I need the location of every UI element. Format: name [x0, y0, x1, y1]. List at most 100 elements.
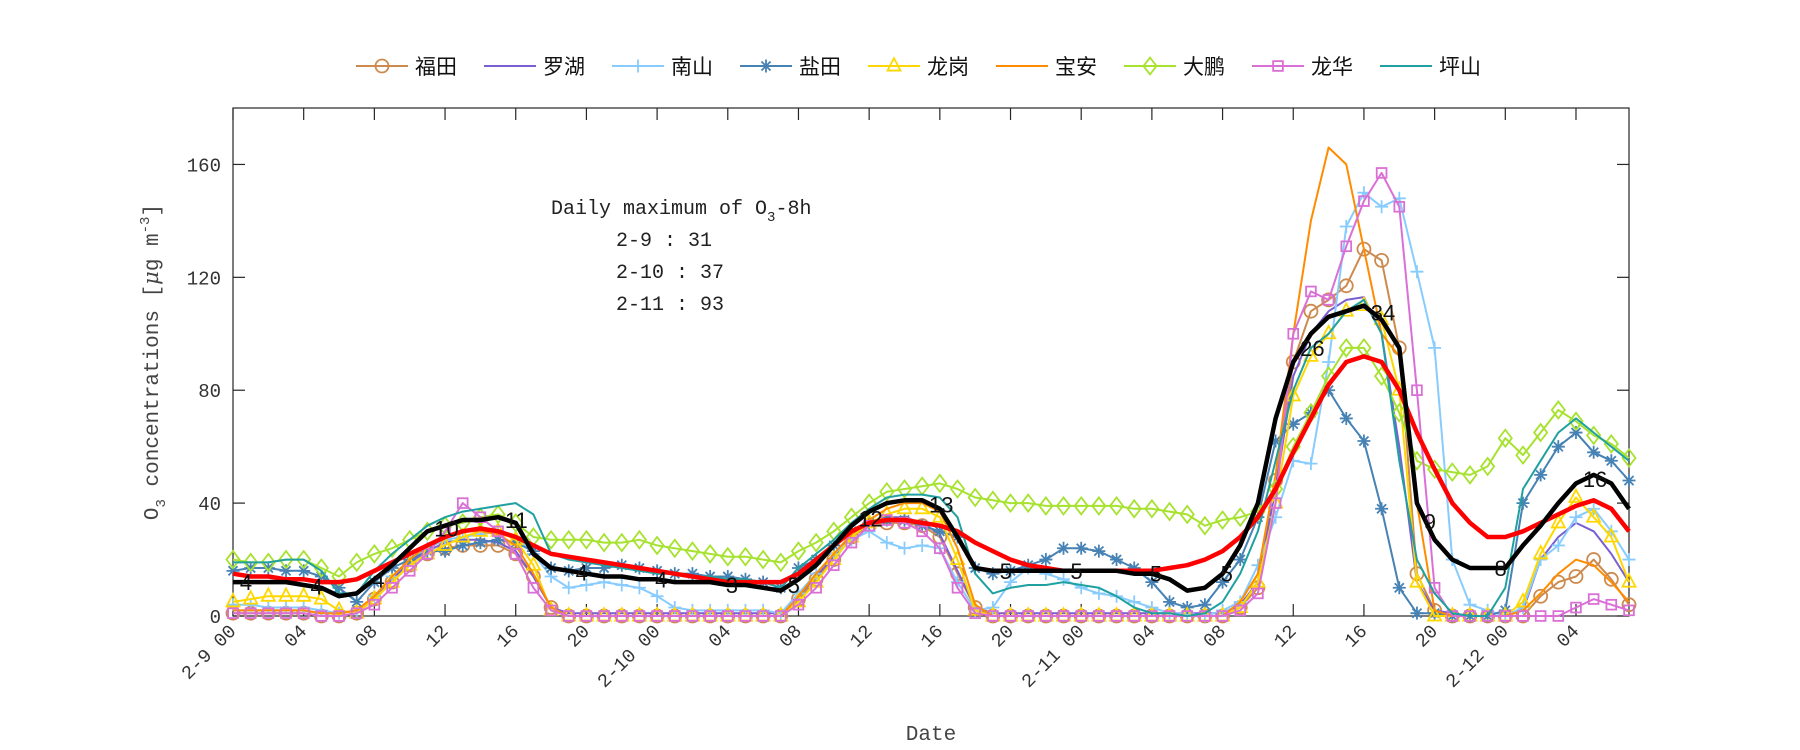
data-point	[1108, 496, 1125, 516]
data-point	[279, 564, 293, 578]
data-point	[242, 589, 259, 605]
data-point	[374, 58, 390, 74]
data-point	[1551, 538, 1565, 552]
legend-item[interactable]: 龙华	[1252, 55, 1353, 79]
x-tick-label: 16	[916, 621, 948, 653]
data-point	[368, 598, 381, 611]
data-point	[684, 541, 701, 562]
data-point	[1093, 610, 1105, 622]
data-point	[1126, 498, 1142, 519]
data-point	[579, 561, 593, 575]
data-point	[331, 566, 347, 587]
data-point	[933, 524, 947, 538]
series-mean-line	[233, 303, 1631, 599]
data-point	[384, 538, 400, 559]
data-point	[722, 610, 734, 622]
data-point	[1622, 553, 1636, 567]
data-point	[896, 499, 913, 515]
legend-item[interactable]: 盐田	[740, 55, 841, 79]
data-point	[1127, 561, 1141, 575]
point-label: 4	[576, 560, 588, 585]
data-point	[1497, 428, 1513, 449]
legend-item[interactable]: 大鹏	[1124, 55, 1225, 79]
data-point	[1391, 402, 1407, 423]
data-point	[579, 578, 593, 592]
data-point	[792, 598, 805, 611]
data-point	[313, 558, 329, 578]
data-point	[350, 595, 364, 609]
data-point	[650, 589, 664, 603]
data-point	[1004, 575, 1018, 589]
data-point	[1040, 610, 1052, 622]
data-point	[1621, 448, 1637, 468]
data-point	[845, 536, 858, 549]
point-label: 13	[929, 493, 953, 518]
data-point	[244, 561, 258, 575]
data-point	[810, 582, 822, 594]
data-point	[1517, 610, 1529, 622]
data-point	[421, 548, 434, 560]
data-point	[1020, 493, 1036, 514]
point-label: 11	[505, 508, 528, 533]
x-tick-label: 2-9 00	[177, 621, 241, 685]
data-point	[525, 555, 542, 571]
legend-label: 龙岗	[927, 55, 969, 79]
data-point	[1216, 610, 1229, 622]
legend-label: 盐田	[799, 55, 841, 79]
data-point	[631, 59, 645, 73]
data-point	[1322, 294, 1335, 306]
data-point	[1569, 510, 1583, 524]
data-point	[1533, 422, 1549, 443]
data-point	[1002, 493, 1019, 514]
data-point	[1515, 445, 1531, 466]
data-point	[1550, 400, 1566, 420]
data-point	[1074, 581, 1088, 595]
data-point	[561, 529, 577, 550]
x-tick-label: 20	[1411, 621, 1443, 653]
data-point	[1408, 572, 1425, 588]
data-point	[1550, 513, 1567, 529]
legend-label: 坪山	[1439, 55, 1481, 79]
legend-item[interactable]: 福田	[356, 55, 457, 79]
data-point	[297, 607, 310, 619]
point-label: 5	[1000, 559, 1012, 584]
data-point	[1587, 593, 1600, 605]
y-tick-label: 40	[198, 494, 221, 516]
data-point	[1605, 598, 1618, 611]
point-label: 9	[1424, 509, 1436, 534]
data-point	[1410, 606, 1424, 620]
legend-item[interactable]: 宝安	[996, 55, 1097, 79]
data-point	[1355, 295, 1372, 312]
data-point	[1214, 510, 1231, 530]
legend-item[interactable]: 南山	[612, 55, 713, 79]
legend-item[interactable]: 罗湖	[484, 55, 585, 79]
data-point	[1055, 496, 1072, 516]
data-point	[1569, 426, 1583, 440]
data-point	[1161, 501, 1178, 522]
point-labels: 4 4 4 10 11 4 4 3 5 12 13 5 5 5 5 26 34 9 8 16	[240, 301, 1607, 600]
data-point	[1127, 595, 1141, 609]
data-point	[1534, 610, 1547, 622]
data-point	[1252, 587, 1264, 600]
data-point	[985, 490, 1001, 511]
data-point	[632, 581, 646, 595]
point-label: 5	[1070, 559, 1082, 584]
x-tick-label: 20	[563, 621, 595, 653]
data-point	[1499, 610, 1512, 622]
data-point	[1373, 366, 1390, 387]
data-point	[739, 610, 752, 622]
data-point	[1533, 588, 1549, 604]
data-point	[562, 581, 576, 595]
legend-item[interactable]: 坪山	[1380, 55, 1481, 79]
data-point	[1392, 581, 1406, 595]
legend-item[interactable]: 龙岗	[868, 55, 969, 79]
data-point	[545, 604, 557, 617]
data-point	[1075, 610, 1087, 622]
data-point	[456, 497, 469, 509]
data-point	[1621, 572, 1637, 588]
data-point	[737, 546, 754, 567]
data-point	[879, 481, 895, 502]
data-point	[615, 578, 629, 592]
annotation-line: 2-9 : 31	[616, 230, 712, 253]
